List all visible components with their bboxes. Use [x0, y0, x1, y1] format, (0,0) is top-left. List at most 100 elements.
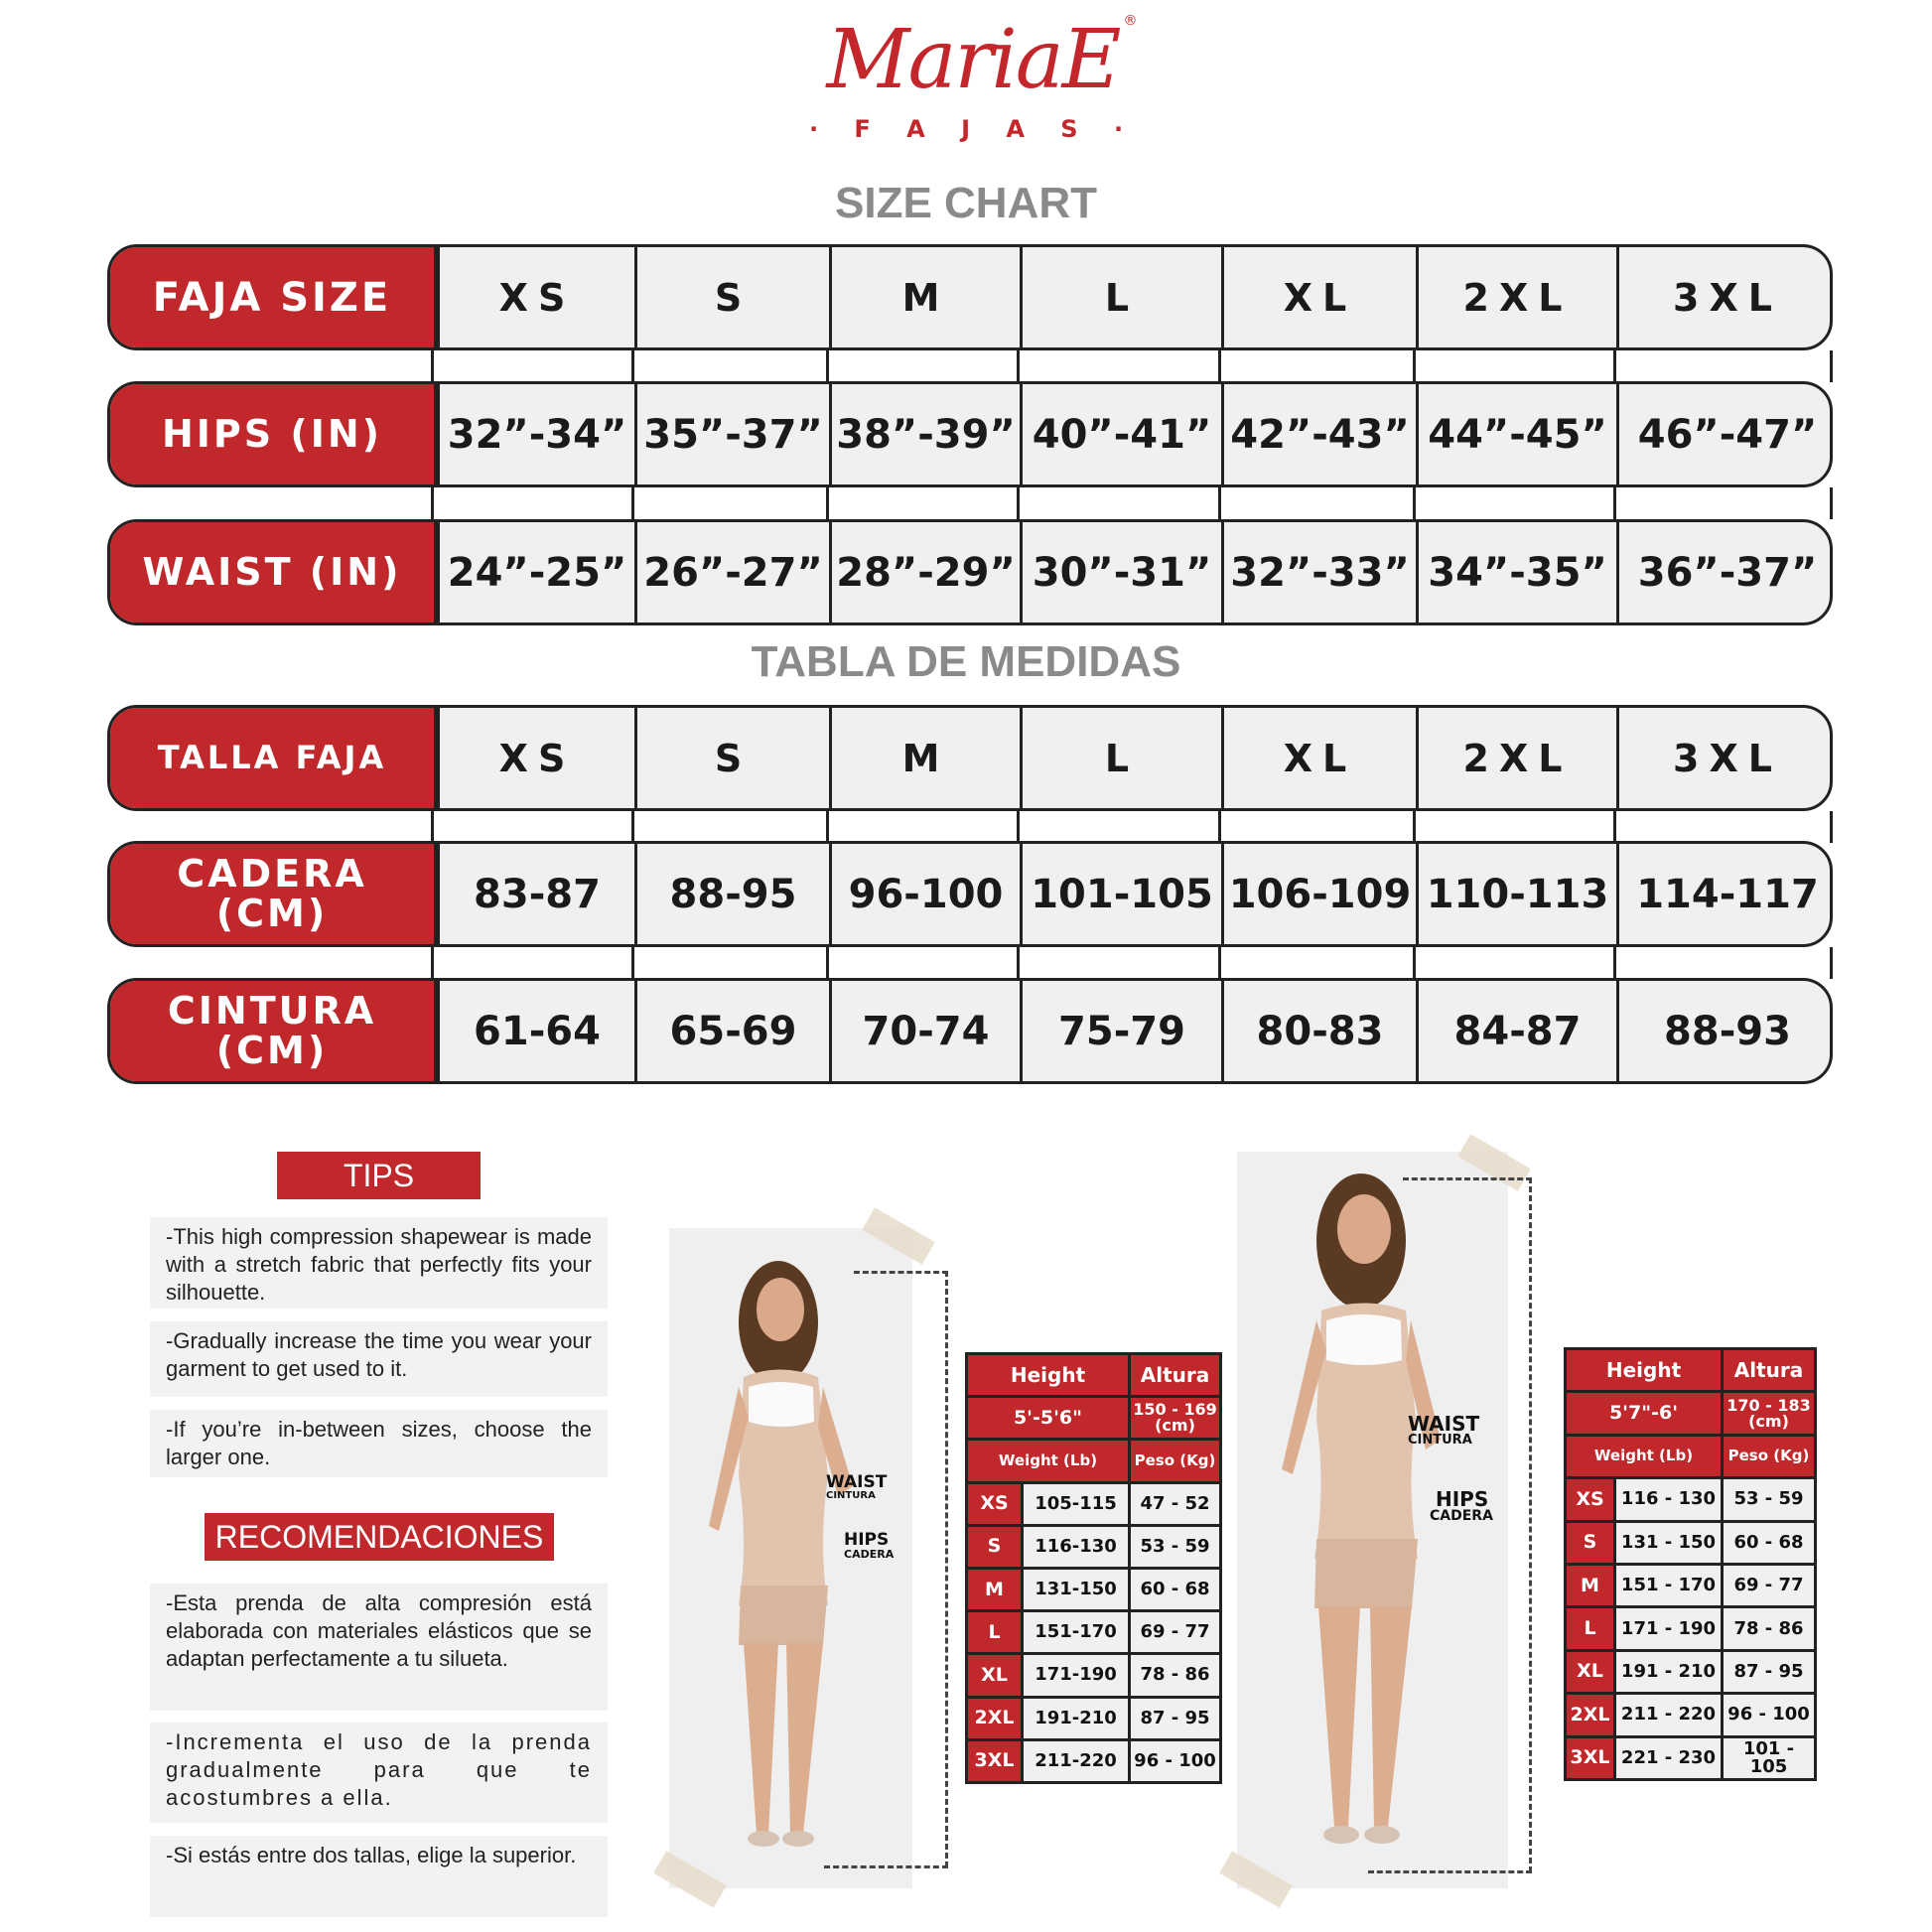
connector-segment — [1413, 947, 1613, 979]
weight-kg: 101 - 105 — [1724, 1737, 1814, 1778]
size-cell: 24”-25” — [437, 522, 634, 622]
weight-kg: 60 - 68 — [1131, 1570, 1219, 1610]
size-cell: 38”-39” — [829, 384, 1020, 484]
cintura-text: CINTURA — [826, 1490, 876, 1501]
size-cell: 61-64 — [437, 981, 634, 1081]
recomendaciones-heading: RECOMENDACIONES — [205, 1513, 554, 1561]
size-cell: 26”-27” — [634, 522, 829, 622]
connector-segment — [1613, 487, 1833, 519]
size-cell: 75-79 — [1020, 981, 1221, 1081]
size-label: S — [1567, 1522, 1613, 1563]
size-cell: XS — [437, 247, 634, 347]
column-connector — [431, 811, 1833, 843]
size-row: WAIST (IN) 24”-25” 26”-27” 28”-29” 30”-31” 32… — [107, 519, 1833, 625]
weight-lb: 191-210 — [1024, 1698, 1128, 1738]
weight-kg: 96 - 100 — [1724, 1695, 1814, 1735]
size-cell: 42”-43” — [1221, 384, 1416, 484]
connector-segment — [1017, 947, 1218, 979]
weight-kg: 69 - 77 — [1131, 1612, 1219, 1653]
row-label: WAIST (IN) — [110, 522, 437, 622]
hips-label: HIPS CADERA — [1430, 1489, 1493, 1523]
tips-heading: TIPS — [277, 1152, 481, 1199]
tabla-medidas-title: TABLA DE MEDIDAS — [751, 637, 1181, 686]
height-value: 5'-5'6" — [968, 1398, 1128, 1439]
size-label: XL — [1567, 1651, 1613, 1693]
weight-kg: 87 - 95 — [1131, 1698, 1219, 1738]
connector-segment — [1017, 811, 1218, 843]
size-cell: 44”-45” — [1416, 384, 1616, 484]
hips-text: HIPS — [844, 1530, 890, 1550]
connector-segment — [431, 811, 631, 843]
brand-logo: MariaE ® · F A J A S · — [774, 8, 1172, 167]
peso-header: Peso (Kg) — [1131, 1441, 1219, 1481]
size-row: FAJA SIZE XS S M L XL 2XL 3XL — [107, 244, 1833, 350]
waist-text: WAIST — [1408, 1412, 1480, 1436]
size-label: 3XL — [968, 1740, 1021, 1781]
size-label: 2XL — [1567, 1695, 1613, 1735]
connector-segment — [431, 350, 631, 382]
weight-lb: 105-115 — [1024, 1483, 1128, 1524]
size-cell: L — [1020, 247, 1221, 347]
connector-segment — [1613, 811, 1833, 843]
model-figure-icon — [709, 1261, 853, 1847]
connector-segment — [826, 947, 1017, 979]
peso-header: Peso (Kg) — [1724, 1436, 1814, 1477]
size-label: M — [968, 1570, 1021, 1610]
size-cell: 88-93 — [1616, 981, 1830, 1081]
weight-lb: 211-220 — [1024, 1740, 1128, 1781]
size-cell: 70-74 — [829, 981, 1020, 1081]
weight-lb: 131-150 — [1024, 1570, 1128, 1610]
recomendacion-item: -Esta prenda de alta compresión está ela… — [150, 1584, 608, 1711]
weight-kg: 87 - 95 — [1724, 1651, 1814, 1693]
weight-table: Height Altura 5'7"-6' 170 - 183 (cm) Weight … — [1564, 1347, 1817, 1781]
size-cell: 3XL — [1616, 708, 1830, 808]
weight-lb: 116 - 130 — [1616, 1479, 1721, 1520]
weight-lb: 151-170 — [1024, 1612, 1128, 1653]
model-figure-icon — [1282, 1173, 1441, 1844]
altura-header: Altura — [1131, 1355, 1219, 1396]
size-cell: 96-100 — [829, 844, 1020, 944]
column-connector — [431, 487, 1833, 519]
size-label: XL — [968, 1655, 1021, 1696]
connector-segment — [1613, 947, 1833, 979]
weight-lb: 191 - 210 — [1616, 1651, 1721, 1693]
column-connector — [431, 350, 1833, 382]
dashed-bracket — [945, 1271, 948, 1867]
size-cell: 83-87 — [437, 844, 634, 944]
weight-kg: 96 - 100 — [1131, 1740, 1219, 1781]
cadera-text: CADERA — [1430, 1508, 1493, 1524]
connector-segment — [1218, 947, 1413, 979]
weight-kg: 53 - 59 — [1724, 1479, 1814, 1520]
size-cell: 84-87 — [1416, 981, 1616, 1081]
size-label: 3XL — [1567, 1737, 1613, 1778]
height-header: Height — [968, 1355, 1128, 1396]
waist-label: WAIST CINTURA — [826, 1474, 887, 1501]
recomendacion-item: -Incrementa el uso de la prenda gradualm… — [150, 1723, 608, 1823]
size-cell: 32”-33” — [1221, 522, 1416, 622]
row-label: FAJA SIZE — [110, 247, 437, 347]
weight-kg: 78 - 86 — [1131, 1655, 1219, 1696]
size-cell: S — [634, 247, 829, 347]
size-row: CADERA (CM) 83-87 88-95 96-100 101-105 106-10… — [107, 841, 1833, 947]
hips-text: HIPS — [1436, 1487, 1489, 1511]
size-cell: 36”-37” — [1616, 522, 1830, 622]
size-chart-title: SIZE CHART — [835, 179, 1097, 227]
weight-lb: 171-190 — [1024, 1655, 1128, 1696]
column-connector — [431, 947, 1833, 979]
weight-kg: 47 - 52 — [1131, 1483, 1219, 1524]
size-cell: 34”-35” — [1416, 522, 1616, 622]
size-cell: M — [829, 708, 1020, 808]
tip-item: -Gradually increase the time you wear yo… — [150, 1321, 608, 1397]
height-value: 5'7"-6' — [1567, 1393, 1721, 1434]
connector-segment — [1218, 811, 1413, 843]
size-cell: L — [1020, 708, 1221, 808]
weight-kg: 53 - 59 — [1131, 1526, 1219, 1567]
registered-mark: ® — [1123, 13, 1138, 29]
connector-segment — [1017, 350, 1218, 382]
size-cell: 114-117 — [1616, 844, 1830, 944]
size-label: L — [968, 1612, 1021, 1653]
dashed-bracket — [1529, 1177, 1532, 1872]
altura-value: 150 - 169 (cm) — [1131, 1398, 1219, 1439]
dashed-bracket — [854, 1271, 948, 1274]
weight-lb: 151 - 170 — [1616, 1566, 1721, 1606]
